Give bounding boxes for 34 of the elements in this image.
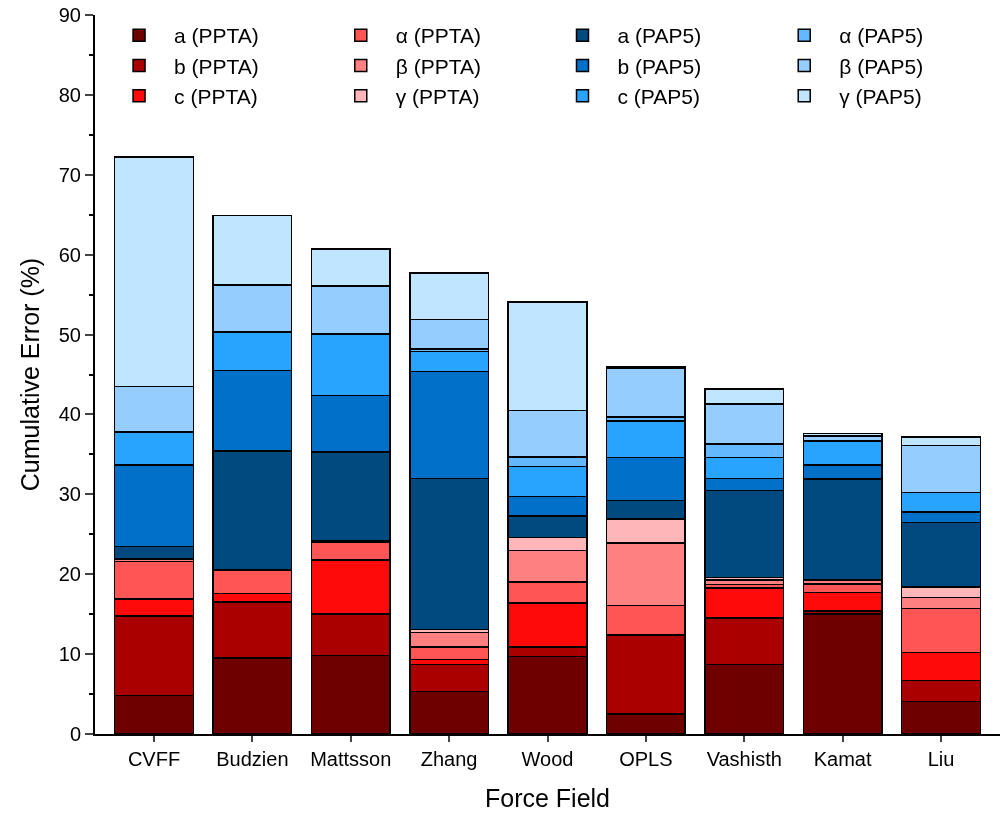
- legend-label: γ (PAP5): [839, 84, 922, 108]
- legend-label: a (PAP5): [617, 24, 702, 48]
- legend-label: β (PAP5): [839, 54, 924, 78]
- y-tick-label: 60: [58, 243, 81, 266]
- bar: [605, 367, 686, 418]
- y-tick-label: 10: [58, 643, 81, 666]
- legend-label: a (PPTA): [174, 24, 259, 48]
- legend-label: c (PPTA): [174, 84, 258, 108]
- y-tick-label: 40: [58, 403, 81, 426]
- x-tick-label: OPLS: [619, 748, 673, 770]
- y-tick-label: 70: [58, 163, 81, 186]
- y-tick-label: 20: [58, 563, 81, 586]
- y-axis-title: Cumulative Error (%): [16, 257, 44, 492]
- x-tick-label: Zhang: [420, 748, 478, 770]
- x-axis-title: Force Field: [484, 783, 611, 812]
- x-tick-label: CVFF: [127, 748, 181, 770]
- y-tick-label: 80: [58, 83, 81, 106]
- legend-label: β (PPTA): [395, 54, 481, 78]
- y-tick-label: 90: [58, 4, 81, 26]
- legend-label: γ (PPTA): [395, 84, 480, 108]
- x-tick-label: Budzien: [216, 748, 289, 770]
- x-tick-label: Kamat: [813, 748, 872, 770]
- legend-label: α (PPTA): [395, 24, 482, 48]
- legend-label: c (PAP5): [617, 84, 700, 108]
- y-tick-label: 0: [69, 723, 81, 745]
- x-tick-label: Wood: [521, 748, 574, 770]
- x-tick-label: Mattsson: [310, 748, 392, 770]
- y-tick-label: 50: [58, 323, 81, 346]
- legend-label: α (PAP5): [839, 24, 924, 48]
- legend-label: b (PAP5): [617, 54, 702, 78]
- y-tick-label: 30: [58, 483, 81, 506]
- x-tick-label: Liu: [927, 748, 955, 770]
- legend-label: b (PPTA): [174, 54, 259, 78]
- x-tick-label: Vashisth: [706, 748, 782, 770]
